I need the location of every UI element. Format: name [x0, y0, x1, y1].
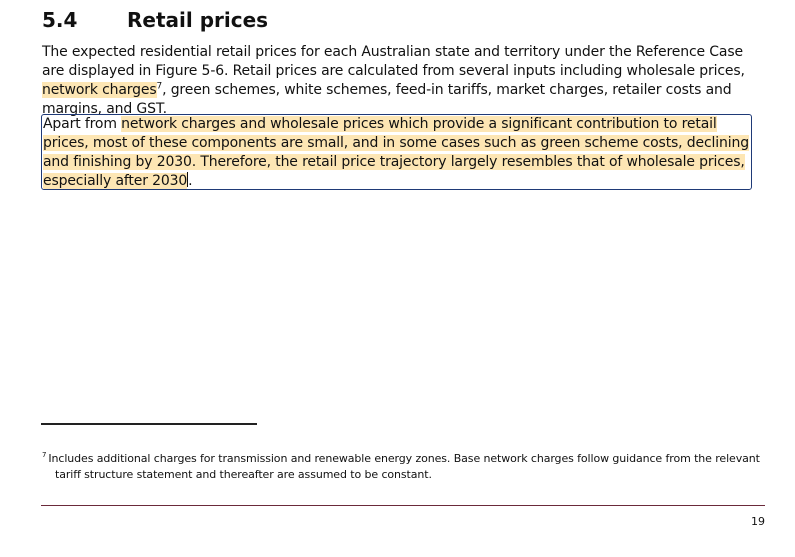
- footnote-line-1: Includes additional charges for transmis…: [48, 452, 760, 465]
- paragraph-1-text-end: , green schemes, white schemes, feed-in …: [42, 82, 732, 117]
- footnote-line-2: tariff structure statement and thereafte…: [55, 468, 432, 481]
- paragraph-2-text: Apart from: [43, 116, 122, 132]
- page-number: 19: [751, 515, 765, 528]
- footnote-separator: [41, 423, 257, 425]
- section-number: 5.4: [42, 8, 78, 32]
- highlighted-text[interactable]: network charges: [42, 82, 157, 98]
- page-footer-rule: [41, 505, 765, 506]
- footnote-marker: 7: [42, 451, 47, 460]
- selected-paragraph[interactable]: Apart from network charges and wholesale…: [41, 114, 752, 190]
- section-heading: 5.4 Retail prices: [42, 8, 268, 34]
- paragraph-1-text: The expected residential retail prices f…: [42, 44, 745, 79]
- section-title: Retail prices: [127, 8, 269, 32]
- paragraph-2-text-end: .: [188, 173, 193, 189]
- highlighted-text-selection[interactable]: network charges and wholesale prices whi…: [43, 116, 749, 189]
- footnote-reference[interactable]: 7: [156, 81, 163, 92]
- footnote: 7 Includes additional charges for transmi…: [42, 451, 762, 483]
- paragraph-1: The expected residential retail prices f…: [42, 43, 764, 119]
- text-cursor: [187, 172, 189, 187]
